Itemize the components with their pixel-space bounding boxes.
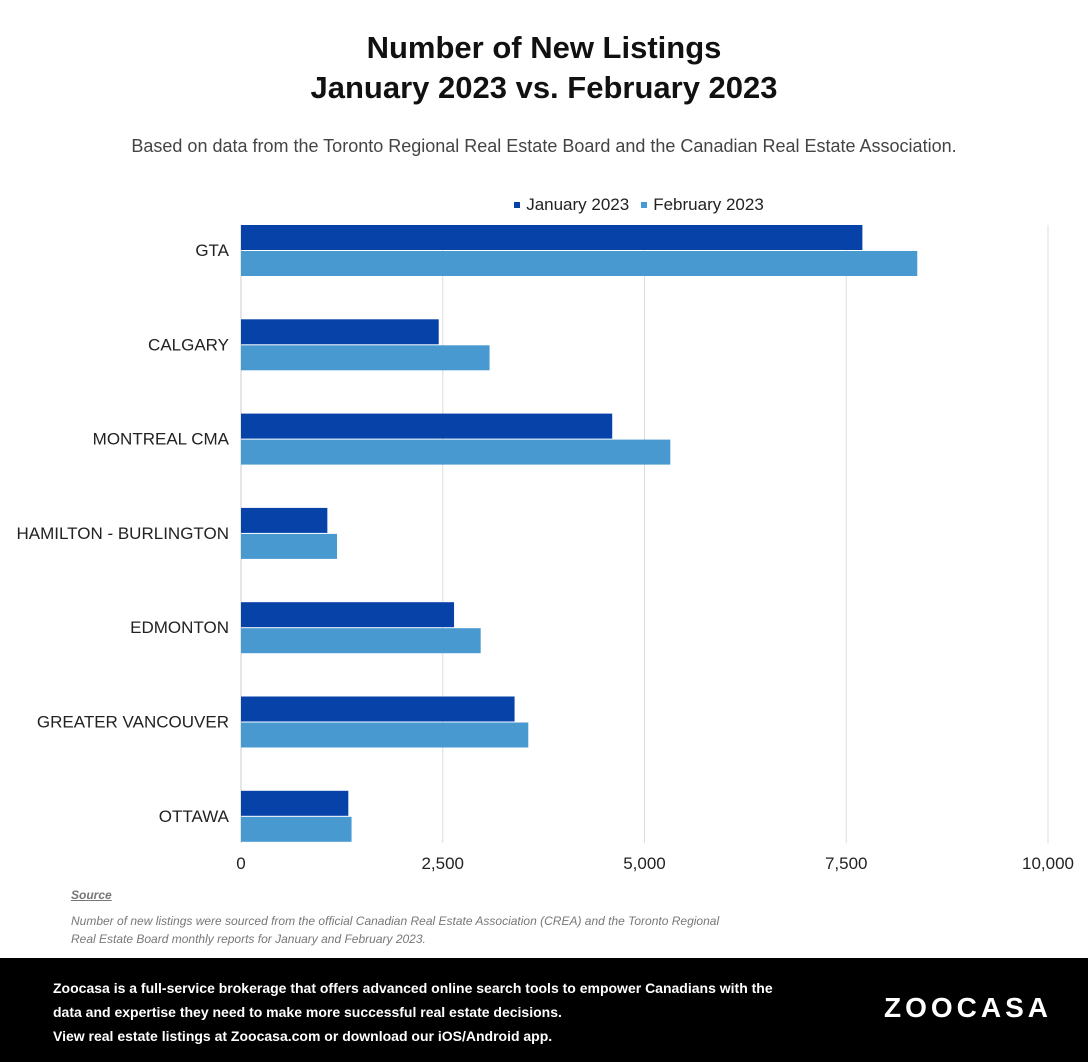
- source-note-line-1: Number of new listings were sourced from…: [71, 914, 720, 928]
- zoocasa-logo: ZOOCASA: [884, 992, 1052, 1023]
- x-tick-label: 7,500: [825, 854, 868, 873]
- legend-item-january: January 2023: [514, 195, 629, 215]
- bar-january: [241, 413, 613, 439]
- x-tick-label: 5,000: [623, 854, 666, 873]
- x-tick-label: 10,000: [1022, 854, 1074, 873]
- source-note-line-2: Real Estate Board monthly reports for Ja…: [71, 932, 426, 946]
- footer-line-3: View real estate listings at Zoocasa.com…: [53, 1028, 553, 1044]
- x-tick-label: 2,500: [421, 854, 464, 873]
- chart-title: Number of New Listings January 2023 vs. …: [0, 28, 1088, 108]
- category-label: GTA: [195, 241, 229, 260]
- bar-january: [241, 319, 439, 345]
- source-notes: Source Number of new listings were sourc…: [71, 886, 891, 948]
- chart-subtitle: Based on data from the Toronto Regional …: [131, 136, 957, 156]
- footer-line-1: Zoocasa is a full-service brokerage that…: [53, 980, 773, 996]
- bar-february: [241, 722, 529, 748]
- bar-february: [241, 345, 490, 371]
- title-line-2: January 2023 vs. February 2023: [310, 70, 778, 105]
- legend: January 2023 February 2023: [0, 195, 1088, 215]
- legend-item-february: February 2023: [641, 195, 764, 215]
- bar-january: [241, 225, 863, 250]
- x-tick-label: 0: [236, 854, 245, 873]
- bar-february: [241, 533, 338, 559]
- footer-text: Zoocasa is a full-service brokerage that…: [53, 976, 843, 1048]
- source-label: Source: [71, 888, 112, 902]
- bar-february: [241, 628, 481, 654]
- bar-january: [241, 696, 515, 722]
- footer-line-2: data and expertise they need to make mor…: [53, 1004, 562, 1020]
- category-label: CALGARY: [148, 335, 229, 354]
- bar-january: [241, 790, 349, 816]
- bar-january: [241, 602, 455, 628]
- title-line-1: Number of New Listings: [366, 30, 722, 65]
- category-label: MONTREAL CMA: [93, 430, 230, 449]
- bar-chart: GTA CALGARY MONTREAL CMA HAMILTON - BURLING…: [16, 225, 1074, 873]
- bar-february: [241, 251, 918, 276]
- legend-swatch-january: [514, 202, 521, 208]
- bar-january: [241, 507, 328, 533]
- category-label: OTTAWA: [159, 807, 230, 826]
- category-label: GREATER VANCOUVER: [37, 713, 229, 732]
- legend-label-february: February 2023: [653, 195, 764, 214]
- category-label: HAMILTON - BURLINGTON: [16, 524, 229, 543]
- footer: Zoocasa is a full-service brokerage that…: [0, 958, 1088, 1062]
- category-label: EDMONTON: [130, 618, 229, 637]
- legend-label-january: January 2023: [526, 195, 630, 214]
- legend-swatch-february: [641, 202, 648, 208]
- bar-february: [241, 816, 352, 842]
- bar-february: [241, 439, 671, 465]
